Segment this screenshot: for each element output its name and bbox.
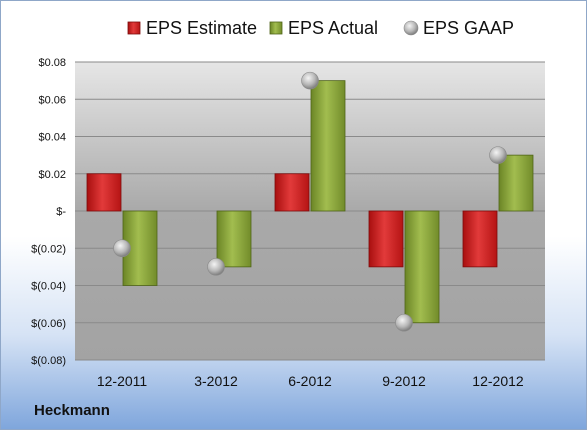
y-tick-label: $0.02	[38, 169, 66, 181]
legend-swatch-eps-estimate	[127, 21, 141, 35]
bar-eps-actual	[122, 210, 158, 286]
y-tick-label: $0.08	[38, 57, 66, 69]
bar-eps-actual	[498, 154, 534, 212]
company-name: Heckmann	[34, 402, 110, 419]
x-tick-label: 12-2012	[472, 373, 524, 389]
gaap-markers	[113, 71, 507, 332]
y-tick-label: $-	[56, 206, 66, 218]
y-axis-ticks: $0.08 $0.06 $0.04 $0.02 $- $(0.02) $(0.04) $(0.…	[31, 57, 66, 367]
marker-eps-gaap	[301, 71, 319, 90]
y-tick-label: $0.04	[38, 132, 66, 144]
x-axis-ticks: 12-2011 3-2012 6-2012 9-2012 12-2012	[97, 373, 524, 389]
bar-eps-estimate	[274, 173, 310, 212]
legend: EPS Estimate EPS Actual EPS GAAP	[127, 18, 514, 38]
y-tick-label: $0.06	[38, 94, 66, 106]
bar-eps-actual	[216, 210, 252, 268]
y-tick-label: $(0.08)	[31, 355, 66, 367]
x-tick-label: 3-2012	[194, 373, 238, 389]
legend-label: EPS Actual	[288, 18, 378, 38]
legend-swatch-eps-actual	[269, 21, 283, 35]
legend-label: EPS Estimate	[146, 18, 257, 38]
marker-eps-gaap	[207, 258, 225, 276]
x-tick-label: 12-2011	[97, 373, 148, 389]
legend-label: EPS GAAP	[423, 18, 514, 38]
marker-eps-gaap	[395, 313, 413, 332]
bar-eps-estimate	[462, 210, 498, 268]
marker-eps-gaap	[113, 239, 131, 258]
x-tick-label: 9-2012	[382, 373, 426, 389]
y-tick-label: $(0.04)	[31, 281, 66, 293]
legend-swatch-eps-gaap	[403, 20, 419, 36]
y-tick-label: $(0.06)	[31, 318, 66, 330]
marker-eps-gaap	[489, 146, 507, 164]
y-tick-label: $(0.02)	[31, 243, 66, 255]
bars	[86, 80, 534, 324]
bar-eps-estimate	[86, 173, 122, 212]
bar-eps-estimate	[368, 210, 404, 268]
bar-eps-actual	[310, 80, 346, 212]
bar-eps-actual	[404, 210, 440, 324]
x-tick-label: 6-2012	[288, 373, 332, 389]
